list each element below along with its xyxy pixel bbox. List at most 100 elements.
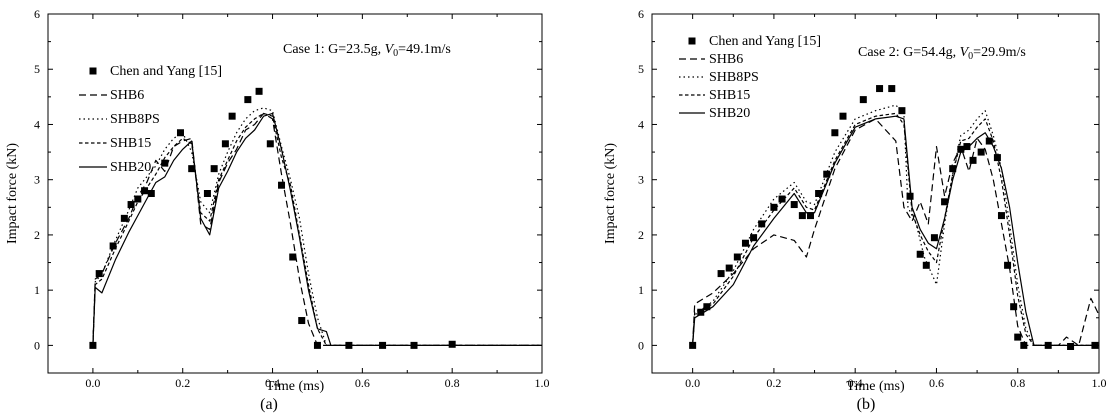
data-point bbox=[758, 220, 766, 228]
series-line bbox=[692, 115, 1099, 346]
data-point bbox=[134, 195, 142, 203]
data-point bbox=[957, 145, 965, 153]
x-tick-label: 0.6 bbox=[355, 376, 370, 390]
x-tick-label: 0.0 bbox=[685, 376, 700, 390]
case-label-subscript: 0 bbox=[968, 51, 973, 62]
data-point bbox=[733, 253, 741, 261]
y-tick-label: 1 bbox=[638, 283, 644, 297]
case-label-prefix: Case 1: G=23.5g, bbox=[283, 42, 385, 57]
data-point bbox=[203, 190, 211, 197]
data-point bbox=[188, 165, 196, 173]
x-axis-label: Time (ms) bbox=[266, 379, 325, 394]
legend-label: SHB8PS bbox=[709, 70, 759, 85]
y-tick-label: 4 bbox=[638, 117, 644, 131]
data-point bbox=[1020, 341, 1028, 349]
panel-label: (b) bbox=[857, 396, 876, 413]
chart-panel-2: 0.0 0.2 0.4 0.6 0.8 1.0 0 1 2 3 4 5 6 Time (ms) Impact… bbox=[603, 7, 1107, 413]
data-point bbox=[1010, 303, 1018, 311]
data-point bbox=[831, 129, 839, 137]
data-point bbox=[221, 140, 229, 148]
x-tick-label: 0.4 bbox=[265, 376, 280, 390]
data-point bbox=[210, 165, 218, 173]
data-point bbox=[806, 212, 814, 220]
x-tick-label: 0.8 bbox=[1010, 376, 1025, 390]
chart-panel-1: 0.0 0.2 0.4 0.6 0.8 1.0 0 1 2 3 4 5 6 Time (ms) Impact… bbox=[5, 7, 550, 413]
legend-label: SHB20 bbox=[110, 160, 151, 175]
legend-label: SHB20 bbox=[709, 106, 750, 121]
data-point bbox=[859, 96, 867, 104]
data-point bbox=[266, 140, 274, 148]
data-point bbox=[898, 107, 906, 115]
data-point bbox=[697, 308, 705, 316]
series-shb15 bbox=[92, 112, 542, 346]
y-tick-label: 5 bbox=[34, 62, 40, 76]
y-tick-label: 0 bbox=[638, 338, 644, 352]
data-point bbox=[741, 239, 749, 247]
data-point bbox=[823, 170, 831, 178]
series-line bbox=[92, 112, 542, 346]
case-label-value: =49.1m/s bbox=[398, 42, 451, 57]
plot-frame bbox=[47, 13, 543, 374]
case-label: Case 1: G=23.5g, V0=49.1m/s bbox=[283, 42, 451, 59]
data-point bbox=[770, 203, 778, 211]
data-point bbox=[289, 253, 297, 261]
y-tick-label: 2 bbox=[638, 228, 644, 242]
y-tick-label: 4 bbox=[34, 117, 40, 131]
y-tick-label: 3 bbox=[34, 173, 40, 187]
plot-frame bbox=[651, 13, 1100, 374]
data-point bbox=[298, 317, 306, 325]
data-point bbox=[790, 201, 798, 209]
data-point bbox=[985, 137, 993, 145]
data-point bbox=[176, 129, 184, 137]
x-tick-label: 1.0 bbox=[1092, 376, 1107, 390]
case-label-v: V bbox=[960, 45, 970, 60]
series-shb20 bbox=[92, 112, 542, 346]
series-chen-and-yang-15 bbox=[689, 85, 1099, 350]
case-label-prefix: Case 2: G=54.4g, bbox=[858, 45, 960, 60]
y-tick-label: 6 bbox=[638, 7, 644, 21]
data-point bbox=[278, 181, 286, 189]
data-point bbox=[120, 214, 128, 222]
data-point bbox=[95, 270, 103, 278]
legend-label: SHB8PS bbox=[110, 112, 160, 127]
data-point bbox=[916, 250, 924, 258]
y-tick-label: 0 bbox=[34, 338, 40, 352]
x-tick-label: 0.2 bbox=[766, 376, 781, 390]
data-point bbox=[941, 198, 949, 206]
data-point bbox=[717, 270, 725, 278]
y-axis-label: Impact force (kN) bbox=[603, 143, 618, 244]
case-label-value: =29.9m/s bbox=[973, 45, 1026, 60]
data-point bbox=[930, 234, 938, 242]
y-tick-label: 5 bbox=[638, 62, 644, 76]
y-tick-label: 3 bbox=[638, 173, 644, 187]
data-point bbox=[949, 165, 957, 173]
x-tick-label: 1.0 bbox=[535, 376, 550, 390]
legend-label: SHB15 bbox=[709, 88, 750, 103]
data-point bbox=[147, 190, 155, 197]
data-point bbox=[448, 340, 456, 348]
series-line bbox=[692, 118, 1100, 346]
data-point bbox=[141, 187, 149, 195]
data-point bbox=[228, 112, 236, 120]
series-shb8ps bbox=[92, 107, 542, 346]
x-tick-label: 0.0 bbox=[85, 376, 100, 390]
data-point bbox=[977, 148, 985, 156]
series-line bbox=[92, 107, 542, 346]
x-tick-label: 0.4 bbox=[848, 376, 863, 390]
legend-marker bbox=[688, 37, 696, 45]
data-point bbox=[750, 234, 758, 242]
data-point bbox=[922, 261, 930, 269]
data-point bbox=[725, 264, 733, 272]
y-tick-label: 6 bbox=[34, 7, 40, 21]
data-point bbox=[963, 143, 971, 151]
data-point bbox=[839, 112, 847, 120]
data-point bbox=[255, 87, 263, 95]
legend-marker bbox=[89, 67, 97, 75]
data-point bbox=[969, 156, 977, 164]
y-tick-label: 2 bbox=[34, 228, 40, 242]
data-point bbox=[778, 195, 786, 203]
x-tick-label: 0.6 bbox=[929, 376, 944, 390]
legend-label: Chen and Yang [15] bbox=[110, 64, 222, 79]
case-label-v: V bbox=[385, 42, 395, 57]
